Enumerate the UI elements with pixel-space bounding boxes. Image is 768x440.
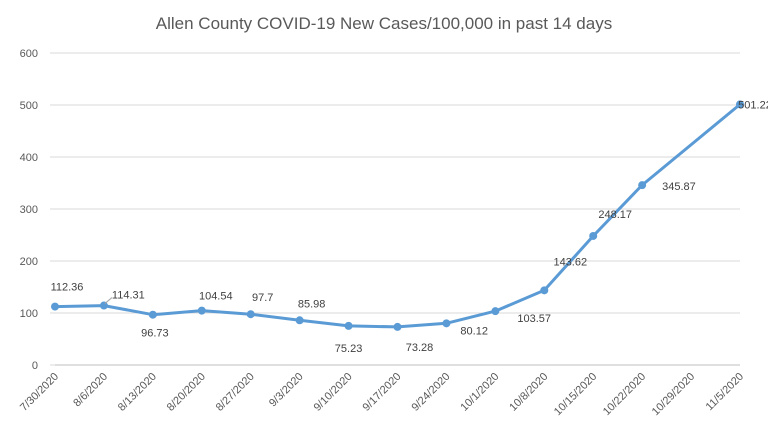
data-label: 85.98 — [298, 298, 326, 310]
data-label: 345.87 — [662, 181, 696, 193]
x-tick-label: 9/3/2020 — [267, 371, 306, 410]
data-label: 114.31 — [112, 290, 145, 302]
data-point — [736, 100, 744, 109]
data-point — [148, 310, 157, 319]
x-tick-label: 9/24/2020 — [409, 371, 452, 414]
x-tick-label: 8/27/2020 — [214, 371, 257, 414]
data-label: 104.54 — [199, 291, 233, 303]
data-point — [442, 319, 451, 328]
data-label: 143.62 — [553, 256, 587, 268]
data-label: 501.22 — [738, 99, 768, 111]
data-label: 112.36 — [51, 282, 84, 294]
series-line — [54, 103, 741, 329]
x-tick-label: 8/20/2020 — [165, 371, 208, 414]
data-label: 80.12 — [460, 325, 488, 337]
x-tick-label: 10/22/2020 — [601, 371, 648, 418]
data-point — [344, 321, 353, 330]
y-tick-label: 200 — [20, 256, 38, 268]
x-tick-label: 10/15/2020 — [552, 371, 599, 418]
y-tick-label: 500 — [20, 100, 38, 112]
data-point — [99, 301, 108, 310]
x-tick-label: 8/6/2020 — [71, 371, 110, 410]
data-label: 103.57 — [517, 313, 551, 325]
x-tick-label: 9/10/2020 — [312, 371, 355, 414]
data-label: 75.23 — [335, 343, 363, 355]
data-label: 97.7 — [252, 292, 273, 304]
x-tick-label: 7/30/2020 — [18, 371, 61, 414]
data-point — [638, 181, 647, 190]
data-label: 248.17 — [598, 209, 632, 221]
data-point — [540, 286, 549, 295]
x-axis-ticks: 7/30/2020 8/6/2020 8/13/2020 8/20/2020 8/27/… — [18, 371, 746, 418]
data-labels: 112.36 114.31 96.73 104.54 97.7 85.98 75.23 73.… — [51, 99, 768, 355]
y-axis-ticks: 0 100 200 300 400 500 600 — [20, 48, 38, 372]
y-tick-label: 600 — [20, 48, 38, 60]
x-tick-label: 10/29/2020 — [650, 371, 697, 418]
y-tick-label: 400 — [20, 152, 38, 164]
chart-title: Allen County COVID-19 New Cases/100,000 … — [155, 14, 613, 33]
x-tick-label: 11/5/2020 — [704, 371, 747, 414]
x-tick-label: 9/17/2020 — [361, 371, 404, 414]
label-leader-line — [104, 297, 113, 304]
x-tick-label: 10/8/2020 — [507, 371, 550, 414]
x-tick-label: 8/13/2020 — [116, 371, 159, 414]
data-point — [491, 307, 500, 316]
gridlines — [50, 52, 740, 366]
data-point — [197, 306, 206, 315]
y-tick-label: 100 — [20, 308, 38, 320]
x-tick-label: 10/1/2020 — [458, 371, 501, 414]
y-tick-label: 0 — [32, 360, 38, 372]
data-label: 96.73 — [141, 328, 169, 340]
data-point — [295, 316, 304, 325]
data-points — [51, 100, 744, 331]
data-point — [51, 302, 59, 311]
data-label: 73.28 — [406, 342, 434, 354]
y-tick-label: 300 — [20, 204, 38, 216]
data-point — [393, 322, 402, 331]
data-point — [589, 231, 598, 240]
data-point — [246, 310, 255, 319]
